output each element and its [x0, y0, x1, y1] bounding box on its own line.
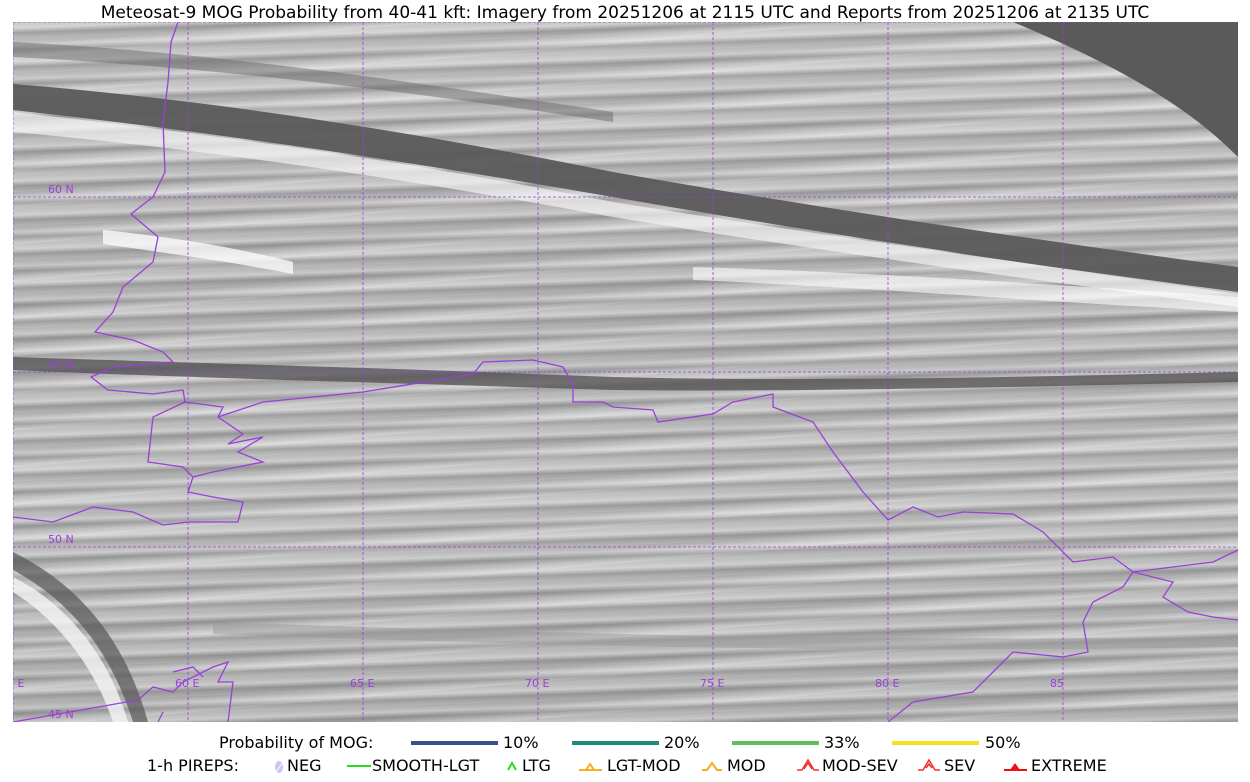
mod-sev-icon — [797, 758, 819, 771]
lat-label-50n: 50 N — [48, 533, 74, 546]
mog-33-swatch — [732, 741, 819, 745]
dark-corner — [1013, 22, 1238, 157]
pirep-mod-label: MOD — [727, 756, 766, 775]
sev-icon — [918, 758, 940, 771]
mog-10-swatch — [411, 741, 498, 745]
extreme-icon — [1004, 763, 1027, 771]
mog-legend: Probability of MOG: 10% 20% 33% 50% — [0, 733, 1250, 753]
bright-streaks-east — [693, 267, 1238, 312]
lower-streak — [213, 622, 1238, 650]
lat-label-60n: 60 N — [48, 183, 74, 196]
lat-label-55n: 55 N — [48, 358, 74, 371]
lgt-mod-triangle-icon — [579, 762, 602, 771]
pirep-smooth-lgt-label: SMOOTH-LGT — [372, 756, 480, 775]
satellite-map: 60 N 55 N 50 N 45 N 55 E 60 E 65 E 70 E … — [13, 22, 1238, 722]
pirep-sev-label: SEV — [944, 756, 976, 775]
lon-label-70e: 70 E — [525, 677, 550, 690]
pirep-ltg-label: LTG — [522, 756, 551, 775]
mog-50-label: 50% — [985, 733, 1021, 752]
mog-50-swatch — [892, 741, 979, 745]
pireps-legend: 1-h PIREPS: NEG SMOOTH-LGT LTG LGT-MOD M… — [0, 756, 1250, 778]
dark-jet-band — [13, 84, 1238, 294]
lon-label-65e: 65 E — [350, 677, 375, 690]
mog-20-swatch — [572, 741, 659, 745]
bright-band — [13, 112, 1238, 307]
mog-20-label: 20% — [664, 733, 700, 752]
lon-label-55e: 55 E — [13, 677, 25, 690]
imagery-overlay — [13, 22, 1238, 722]
pirep-mod-sev-label: MOD-SEV — [822, 756, 898, 775]
lon-label-75e: 75 E — [700, 677, 725, 690]
lat-label-45n: 45 N — [48, 708, 74, 721]
lower-arc-dark — [13, 552, 148, 722]
mog-legend-title: Probability of MOG: — [219, 733, 374, 752]
neg-icon — [275, 761, 284, 773]
mod-caret-icon — [702, 761, 722, 771]
chart-title: Meteosat-9 MOG Probability from 40-41 kf… — [100, 3, 1150, 23]
pireps-symbols — [275, 758, 1027, 773]
mog-10-label: 10% — [503, 733, 539, 752]
lon-label-85e: 85 — [1050, 677, 1064, 690]
lon-label-60e: 60 E — [175, 677, 200, 690]
bright-streak — [103, 230, 293, 274]
mog-33-label: 33% — [824, 733, 860, 752]
graticule — [13, 22, 1238, 722]
ltg-caret-icon — [507, 760, 517, 771]
pirep-extreme-label: EXTREME — [1031, 756, 1107, 775]
pireps-legend-title: 1-h PIREPS: — [147, 756, 239, 775]
country-borders — [13, 22, 1238, 722]
pirep-neg-label: NEG — [287, 756, 322, 775]
lon-label-80e: 80 E — [875, 677, 900, 690]
pirep-lgt-mod-label: LGT-MOD — [607, 756, 681, 775]
lower-arc-bright — [13, 577, 128, 722]
dark-band-2 — [13, 357, 1238, 391]
dark-band-3 — [13, 42, 613, 122]
